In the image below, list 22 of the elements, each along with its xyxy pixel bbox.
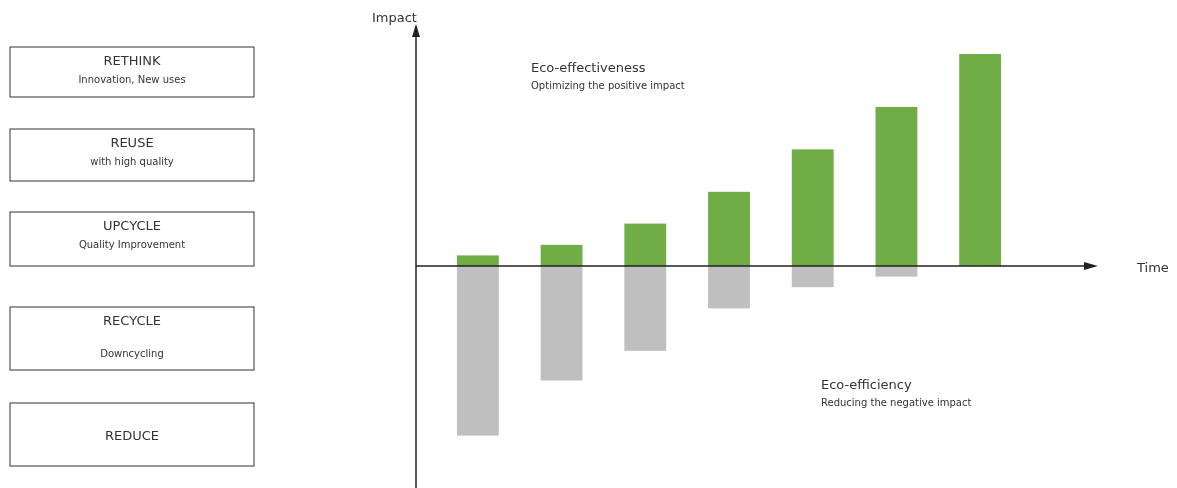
text: REUSE with high quality <box>90 135 174 167</box>
annotation: Eco-efficiency Reducing the negative impact <box>821 377 972 408</box>
bar <box>791 149 834 266</box>
bar <box>708 191 750 266</box>
bar <box>875 107 918 266</box>
bar <box>456 266 499 436</box>
bar <box>959 54 1002 266</box>
text: RETHINK Innovation, New uses <box>78 53 186 85</box>
bar <box>791 266 834 288</box>
bar <box>456 255 499 266</box>
bar <box>540 266 583 381</box>
bar <box>708 266 750 309</box>
bar <box>875 266 918 277</box>
y-axis-title: Impact <box>372 10 417 25</box>
bar <box>624 266 667 351</box>
x-axis-title: Time <box>1136 260 1169 275</box>
bar <box>624 223 667 266</box>
annotation: Eco-effectiveness Optimizing the positive impact <box>531 60 685 91</box>
text: REDUCE <box>104 427 160 443</box>
bar <box>540 244 583 266</box>
text: UPCYCLE Quality Improvement <box>78 218 186 250</box>
text: RECYCLE Downcycling <box>100 313 164 359</box>
